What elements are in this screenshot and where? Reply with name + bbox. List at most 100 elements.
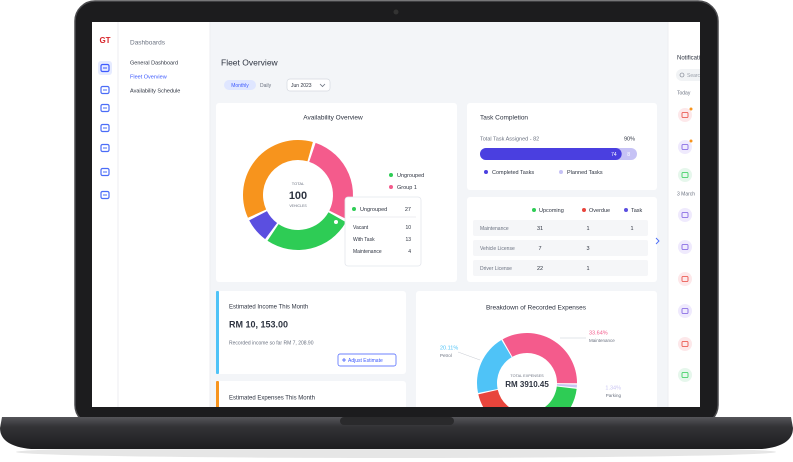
cell: 7 [538,246,541,252]
tab-active[interactable] [224,80,256,90]
tooltip-title: Ungrouped [360,207,387,213]
sidebar-link[interactable]: Fleet Overview [130,74,167,80]
notification-icon[interactable] [678,337,692,351]
task-total: Total Task Assigned - 82 [480,136,539,142]
bar-completed [480,148,622,160]
income-amount: RM 10, 153.00 [229,319,288,329]
cell: 1 [630,226,633,232]
nav-icon[interactable] [100,167,110,177]
donut-segment [267,212,346,251]
legend-label: Completed Tasks [492,170,534,176]
notification-icon[interactable] [678,368,692,382]
nav-icon[interactable] [100,103,110,113]
legend-dot [532,208,536,212]
tooltip-row-label: With Task [353,237,375,243]
donut-label: TOTAL EXPENSES [510,374,544,378]
search-box[interactable] [676,69,710,81]
laptop-base [0,417,793,449]
row-label: Maintenance [480,226,509,232]
legend-dot [389,173,393,177]
page-title: Fleet Overview [221,57,279,67]
segment-name: Maintenance [589,338,615,343]
legend-label: Ungrouped [397,173,424,179]
segment-percent: 20.11% [440,345,458,351]
tooltip-dot [352,207,356,211]
legend-dot [559,170,563,174]
notification-glyph [681,276,689,282]
donut-label: TOTAL [292,181,305,186]
legend-label: Planned Tasks [567,170,603,176]
nav-icon[interactable] [100,63,110,73]
notification-glyph [681,341,689,347]
segment-percent: 33.64% [589,330,608,336]
column-header: Task [631,208,643,214]
table-row [473,220,648,236]
tab[interactable]: Monthly [231,83,249,89]
tab[interactable]: Daily [260,83,272,89]
search-placeholder[interactable]: Search [687,73,703,79]
card [216,381,406,407]
donut-total: 100 [289,190,307,202]
notification-icon[interactable] [678,240,692,254]
segment-name: Petrol [440,353,452,358]
notification-glyph [681,244,689,250]
notification-icon[interactable] [678,140,692,154]
segment-percent: 1.34% [605,385,621,391]
unread-dot [689,139,693,143]
adjust-button[interactable] [337,353,397,367]
card [467,103,657,190]
legend-dot [624,208,628,212]
tooltip-row-label: Maintenance [353,249,382,255]
donut-segment [556,384,577,388]
table-row [473,240,648,256]
notification-icon[interactable] [678,168,692,182]
plus-icon [342,358,346,362]
logo: GT [99,36,110,45]
tooltip-row-value: 10 [405,225,411,231]
nav-icon[interactable] [100,123,110,133]
unread-dot [689,107,693,111]
cell: 1 [586,266,589,272]
button-label[interactable]: Adjust Estimate [348,358,383,364]
notification-glyph [681,112,689,118]
leader-line [457,351,481,361]
column-header: Overdue [589,208,610,214]
card-accent [216,381,219,407]
donut-segment [249,211,278,240]
notification-icon[interactable] [678,108,692,122]
bar-label: 74 [611,152,617,158]
month-select[interactable] [286,78,331,92]
task-percent: 90% [624,136,635,142]
card-title: Availability Overview [303,115,363,122]
donut-segment [544,386,577,407]
notification-icon[interactable] [678,208,692,222]
row-label: Vehicle License [480,246,515,252]
sidebar-link[interactable]: Availability Schedule [130,88,180,94]
camera [393,9,399,15]
card-accent [216,291,219,374]
nav-icon[interactable] [100,85,110,95]
scroll-arrow[interactable] [655,237,660,245]
notification-glyph [681,212,689,218]
donut-segment [478,389,510,407]
icon-rail [92,22,118,407]
notification-icon[interactable] [678,304,692,318]
column-header: Upcoming [539,208,564,214]
bar-label: 8 [627,152,630,158]
nav-icon[interactable] [100,190,110,200]
donut-segment [242,139,313,218]
sidebar-link[interactable]: General Dashboard [130,60,178,66]
tooltip-value: 27 [405,207,411,213]
notification-icon[interactable] [678,272,692,286]
income-note: Recorded income so far RM 7, 208.90 [229,340,314,346]
notification-glyph [681,144,689,150]
card [216,291,406,374]
notification-glyph [681,308,689,314]
notification-glyph [681,372,689,378]
month-value[interactable]: Jun 2023 [291,83,312,89]
legend-dot [484,170,488,174]
nav-icon[interactable] [100,143,110,153]
donut-segment [502,332,578,384]
